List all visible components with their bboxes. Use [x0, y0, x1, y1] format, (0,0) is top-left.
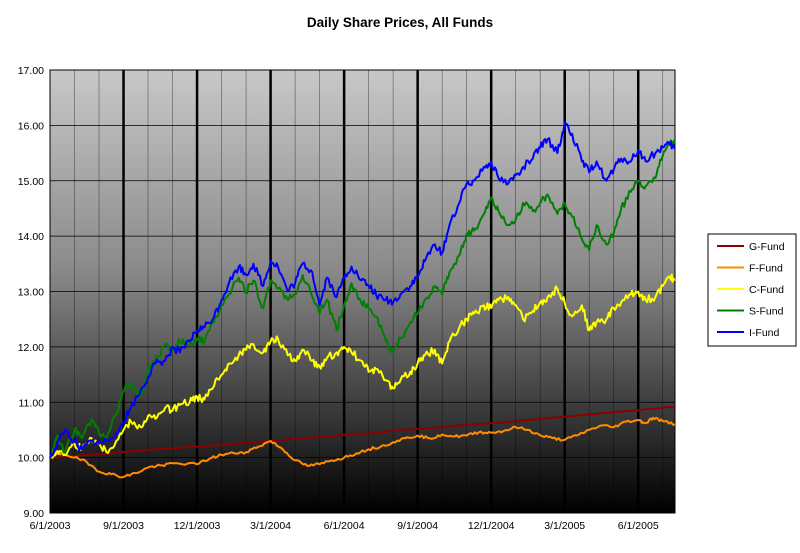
series-lines — [49, 121, 676, 479]
x-tick-label: 3/1/2004 — [250, 520, 291, 532]
series-line-s-fund — [49, 139, 676, 459]
series-line-f-fund — [49, 416, 676, 479]
x-tick-label: 6/1/2004 — [324, 520, 365, 532]
y-tick-label: 12.00 — [18, 342, 44, 354]
x-tick-label: 3/1/2005 — [544, 520, 585, 532]
y-tick-label: 17.00 — [18, 65, 44, 77]
axis-labels: 9.00 10.00 11.00 12.00 13.00 14.00 15.00 16.00 1… — [18, 65, 659, 532]
legend-label-c-fund: C-Fund — [749, 284, 784, 296]
legend-label-f-fund: F-Fund — [749, 263, 783, 275]
y-tick-label: 10.00 — [18, 453, 44, 465]
x-tick-label: 6/1/2005 — [618, 520, 659, 532]
series-line-g-fund — [49, 405, 676, 459]
legend-label-g-fund: G-Fund — [749, 241, 785, 253]
x-tick-label: 9/1/2003 — [103, 520, 144, 532]
y-tick-label: 9.00 — [24, 508, 45, 520]
legend: G-Fund F-Fund C-Fund S-Fund I-Fund — [717, 241, 785, 339]
x-tick-label: 12/1/2004 — [468, 520, 515, 532]
legend-label-s-fund: S-Fund — [749, 306, 784, 318]
y-tick-label: 11.00 — [19, 397, 45, 409]
y-tick-label: 13.00 — [18, 287, 44, 299]
series-line-c-fund — [49, 273, 676, 459]
y-tick-label: 15.00 — [18, 176, 44, 188]
y-tick-label: 16.00 — [18, 120, 44, 132]
x-tick-label: 9/1/2004 — [397, 520, 438, 532]
x-tick-label: 12/1/2003 — [174, 520, 221, 532]
series-line-i-fund — [49, 121, 676, 458]
x-tick-label: 6/1/2003 — [30, 520, 71, 532]
chart-title: Daily Share Prices, All Funds — [307, 15, 493, 30]
legend-label-i-fund: I-Fund — [749, 327, 780, 339]
y-tick-label: 14.00 — [18, 231, 44, 243]
